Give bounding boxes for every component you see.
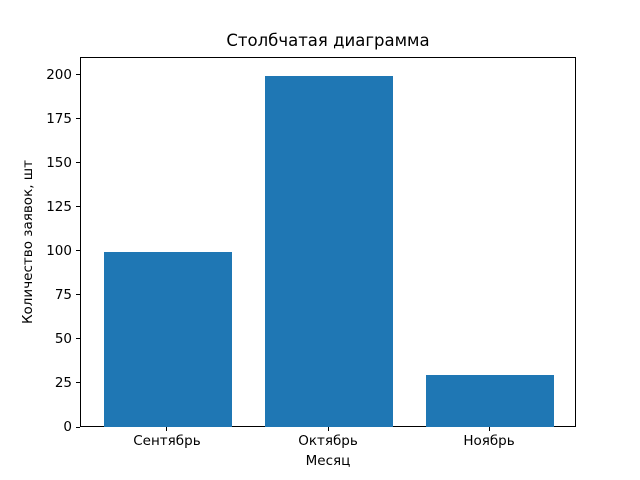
y-tick-mark	[76, 426, 80, 428]
y-tick-mark	[76, 338, 80, 340]
x-axis-label: Месяц	[305, 453, 351, 469]
x-tick-label: Сентябрь	[133, 433, 201, 449]
y-tick-label: 100	[46, 242, 72, 259]
y-tick-mark	[76, 74, 80, 76]
y-tick-label: 75	[54, 286, 72, 303]
y-tick-mark	[76, 382, 80, 384]
y-tick-mark	[76, 206, 80, 208]
y-tick-label: 50	[54, 330, 72, 347]
y-tick-label: 25	[54, 374, 72, 391]
y-tick-label: 125	[46, 198, 72, 215]
x-tick-mark	[166, 427, 168, 431]
y-tick-label: 0	[63, 419, 72, 435]
y-tick-label: 175	[46, 110, 72, 127]
chart-title: Столбчатая диаграмма	[226, 31, 430, 50]
y-tick-mark	[76, 162, 80, 164]
bar	[264, 75, 394, 427]
y-tick-mark	[76, 118, 80, 120]
bar	[103, 251, 233, 427]
x-tick-mark	[327, 427, 329, 431]
plot-area	[80, 57, 576, 427]
x-tick-label: Ноябрь	[463, 433, 515, 449]
x-tick-mark	[488, 427, 490, 431]
bar	[425, 375, 555, 427]
y-tick-label: 200	[46, 66, 72, 83]
y-tick-mark	[76, 294, 80, 296]
x-tick-label: Октябрь	[298, 433, 358, 449]
y-tick-mark	[76, 250, 80, 252]
y-tick-label: 150	[46, 154, 72, 171]
